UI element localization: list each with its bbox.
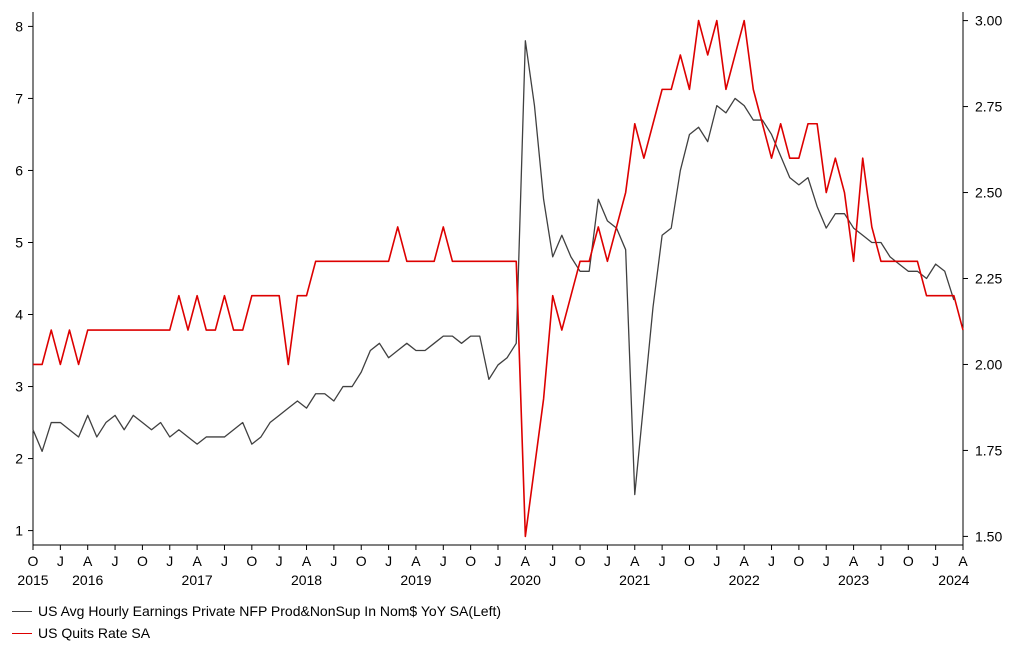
right-tick-label: 2.75 [975,99,1002,115]
legend-label-earnings: US Avg Hourly Earnings Private NFP Prod&… [38,603,502,619]
x-tick-label: O [575,553,586,569]
x-tick-label: A [302,553,312,569]
x-tick-label: A [521,553,531,569]
x-tick-label: J [768,553,775,569]
x-year-label: 2023 [838,572,869,588]
x-axis: O J A J O J A J O J A J O J A J O J A J O J A J O J A J O J A J O J A 2015 2… [17,545,970,588]
legend-item-quits: US Quits Rate SA [12,622,501,644]
x-tick-label: A [192,553,202,569]
x-tick-label: J [713,553,720,569]
x-tick-label: J [276,553,283,569]
x-tick-label: O [28,553,39,569]
x-tick-label: A [630,553,640,569]
x-tick-label: O [356,553,367,569]
series-line-earnings [32,40,955,496]
plot-frame [32,12,964,546]
right-tick-label: 2.50 [975,185,1002,201]
x-tick-label: O [137,553,148,569]
x-tick-label: J [549,553,556,569]
x-tick-label: A [740,553,750,569]
left-tick-label: 3 [15,379,23,395]
x-tick-label: J [495,553,502,569]
x-tick-label: J [877,553,884,569]
x-tick-label: A [83,553,93,569]
series-lines [32,19,964,538]
left-axis: 1 2 3 4 5 6 7 8 [15,18,33,539]
legend-item-earnings: US Avg Hourly Earnings Private NFP Prod&… [12,600,501,622]
left-tick-label: 5 [15,234,23,250]
x-tick-label: J [604,553,611,569]
legend: US Avg Hourly Earnings Private NFP Prod&… [12,600,501,644]
x-tick-label: J [659,553,666,569]
left-tick-label: 6 [15,162,23,178]
left-tick-label: 1 [15,523,23,539]
x-year-label: 2015 [17,572,48,588]
left-tick-label: 8 [15,18,23,34]
x-tick-label: J [57,553,64,569]
x-year-label: 2022 [729,572,760,588]
x-tick-label: A [849,553,859,569]
x-year-label: 2016 [72,572,103,588]
right-tick-label: 2.00 [975,356,1002,372]
x-tick-label: J [221,553,228,569]
x-tick-label: J [932,553,939,569]
x-year-label: 2018 [291,572,322,588]
right-tick-label: 1.75 [975,442,1002,458]
x-tick-label: J [823,553,830,569]
legend-swatch-quits [12,632,32,634]
right-axis: 1.50 1.75 2.00 2.25 2.50 2.75 3.00 [963,13,1002,544]
right-tick-label: 2.25 [975,271,1002,287]
left-tick-label: 4 [15,307,23,323]
right-tick-label: 1.50 [975,528,1002,544]
legend-label-quits: US Quits Rate SA [38,625,151,641]
x-tick-label: O [684,553,695,569]
legend-swatch-earnings [12,610,32,612]
x-tick-label: J [112,553,119,569]
x-year-label: 2017 [182,572,213,588]
left-tick-label: 7 [15,90,23,106]
x-year-label: 2020 [510,572,541,588]
x-tick-label: J [440,553,447,569]
x-tick-label: O [793,553,804,569]
x-tick-label: O [465,553,476,569]
x-tick-label: J [330,553,337,569]
x-tick-label: J [385,553,392,569]
series-line-quits [33,19,964,538]
x-tick-label: A [958,553,968,569]
x-year-label: 2024 [938,572,969,588]
x-tick-label: O [246,553,257,569]
x-tick-label: O [903,553,914,569]
x-tick-label: J [166,553,173,569]
x-year-label: 2021 [619,572,650,588]
x-tick-label: A [411,553,421,569]
left-tick-label: 2 [15,451,23,467]
x-year-label: 2019 [400,572,431,588]
right-tick-label: 3.00 [975,13,1002,29]
